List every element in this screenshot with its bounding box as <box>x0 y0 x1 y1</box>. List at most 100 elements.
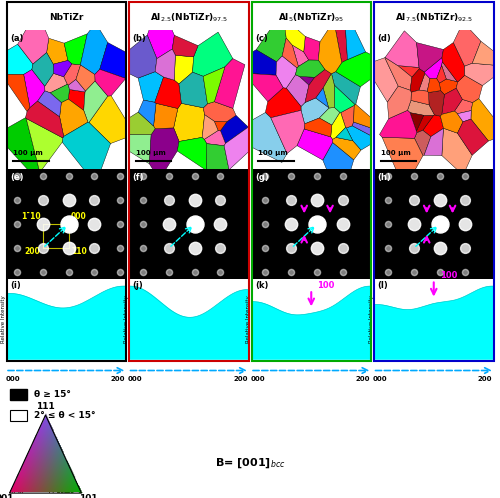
Polygon shape <box>226 113 287 162</box>
Polygon shape <box>204 102 236 122</box>
Point <box>436 244 444 252</box>
Point <box>384 196 392 204</box>
Polygon shape <box>271 111 304 153</box>
Text: Al$_{7.5}$(NbTiZr)$_{92.5}$: Al$_{7.5}$(NbTiZr)$_{92.5}$ <box>394 11 473 24</box>
Point <box>339 220 347 228</box>
Polygon shape <box>416 115 434 133</box>
Text: (d): (d) <box>378 34 391 43</box>
Polygon shape <box>84 81 108 123</box>
Text: 1¯10: 1¯10 <box>21 212 40 221</box>
Text: 001: 001 <box>0 494 14 498</box>
Point <box>64 196 72 204</box>
Point <box>39 244 47 252</box>
Text: 100: 100 <box>440 271 457 280</box>
Text: 000: 000 <box>5 376 20 382</box>
Point <box>64 220 72 228</box>
Polygon shape <box>380 111 417 138</box>
Point <box>139 172 147 180</box>
Polygon shape <box>472 41 500 66</box>
Polygon shape <box>256 12 286 62</box>
Polygon shape <box>204 130 226 146</box>
Point <box>462 244 469 252</box>
Point <box>313 172 321 180</box>
Point <box>90 268 98 276</box>
Polygon shape <box>60 99 88 136</box>
Point <box>165 172 173 180</box>
Polygon shape <box>220 116 248 143</box>
Point <box>116 196 124 204</box>
Polygon shape <box>103 112 155 134</box>
Polygon shape <box>334 85 355 113</box>
Point <box>13 268 21 276</box>
Polygon shape <box>64 64 80 85</box>
Point <box>262 196 270 204</box>
Point <box>13 196 21 204</box>
Polygon shape <box>471 99 500 141</box>
Point <box>190 196 198 204</box>
Polygon shape <box>336 127 353 141</box>
Point <box>339 244 347 252</box>
Polygon shape <box>414 130 431 155</box>
Polygon shape <box>318 21 342 74</box>
Polygon shape <box>320 108 340 125</box>
Polygon shape <box>214 59 245 109</box>
Polygon shape <box>174 103 204 141</box>
Point <box>262 244 270 252</box>
Text: 000: 000 <box>128 376 142 382</box>
Polygon shape <box>68 80 86 92</box>
Point <box>436 268 444 276</box>
Polygon shape <box>301 98 329 124</box>
Polygon shape <box>64 34 88 65</box>
Point <box>39 268 47 276</box>
Point <box>116 244 124 252</box>
Polygon shape <box>454 100 472 114</box>
Point <box>90 196 98 204</box>
Y-axis label: Relative Intensity: Relative Intensity <box>246 295 251 343</box>
Text: 1̅10: 1̅10 <box>71 247 86 255</box>
Point <box>90 244 98 252</box>
Polygon shape <box>332 72 360 105</box>
Point <box>39 220 47 228</box>
Point <box>313 244 321 252</box>
Text: Al$_{2.5}$(NbTiZr)$_{97.5}$: Al$_{2.5}$(NbTiZr)$_{97.5}$ <box>150 11 228 24</box>
Polygon shape <box>266 88 301 118</box>
Text: 000: 000 <box>372 376 388 382</box>
Point <box>90 220 98 228</box>
Text: B= [001]$_{bcc}$: B= [001]$_{bcc}$ <box>214 456 286 470</box>
Point <box>165 244 173 252</box>
Polygon shape <box>411 90 429 105</box>
Polygon shape <box>2 74 30 112</box>
Point <box>190 172 198 180</box>
Point <box>64 172 72 180</box>
Point <box>436 196 444 204</box>
Polygon shape <box>332 137 361 160</box>
Text: (k): (k) <box>255 281 268 290</box>
Point <box>339 196 347 204</box>
Bar <box>10 410 26 421</box>
Polygon shape <box>203 67 225 104</box>
Point <box>190 244 198 252</box>
Text: 200: 200 <box>24 247 40 255</box>
Text: (l): (l) <box>378 281 388 290</box>
Polygon shape <box>138 100 156 126</box>
Polygon shape <box>100 42 150 79</box>
Point <box>13 244 21 252</box>
Text: 100 μm: 100 μm <box>14 150 43 156</box>
Polygon shape <box>224 127 268 170</box>
Text: 000: 000 <box>250 376 265 382</box>
Polygon shape <box>424 58 442 79</box>
Point <box>339 172 347 180</box>
Polygon shape <box>0 118 40 180</box>
Point <box>13 172 21 180</box>
Point <box>262 172 270 180</box>
Polygon shape <box>346 126 378 150</box>
Polygon shape <box>385 57 412 90</box>
Text: 200: 200 <box>233 376 248 382</box>
Point <box>410 220 418 228</box>
Polygon shape <box>102 134 151 164</box>
Polygon shape <box>206 143 229 200</box>
Polygon shape <box>282 38 298 68</box>
Polygon shape <box>419 73 430 91</box>
Point <box>64 244 72 252</box>
Polygon shape <box>323 142 354 204</box>
